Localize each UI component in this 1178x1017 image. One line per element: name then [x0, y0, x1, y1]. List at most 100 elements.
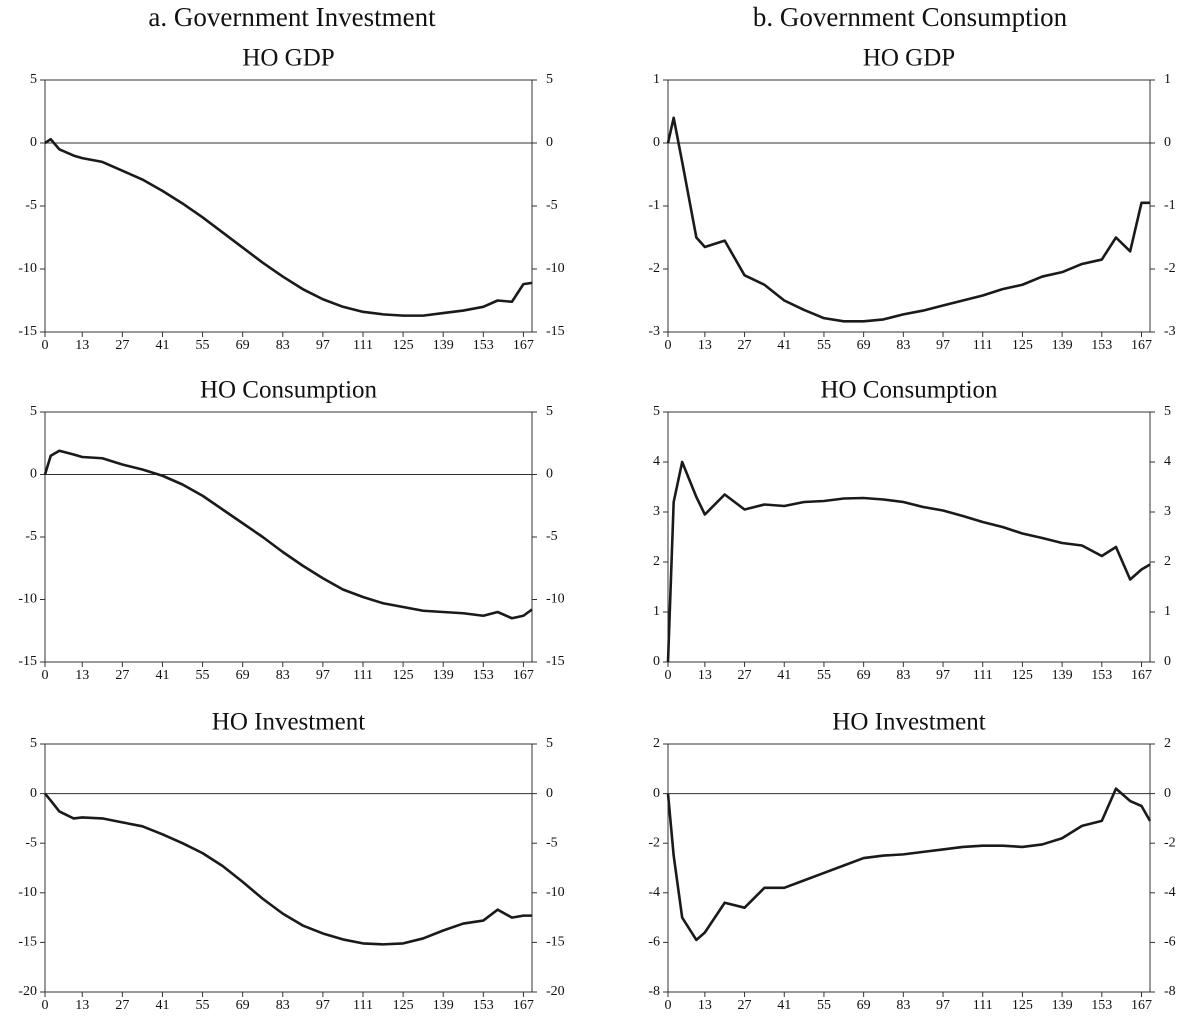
x-tick-label: 83	[276, 998, 290, 1013]
x-tick-label: 125	[1012, 998, 1033, 1013]
x-tick-label: 13	[698, 668, 712, 683]
y-tick-label: 4	[653, 454, 660, 469]
x-tick-label: 97	[936, 338, 950, 353]
plot-frame	[667, 743, 1151, 993]
y-tick-label: -1	[648, 198, 660, 213]
y-tick-label-right: 3	[1164, 504, 1171, 519]
x-tick-label: 13	[75, 998, 89, 1013]
data-line	[44, 137, 533, 317]
x-tick-label: 139	[433, 998, 454, 1013]
y-tick-label-right: -1	[1164, 198, 1176, 213]
y-tick-label: 3	[653, 504, 660, 519]
x-tick-label: 27	[738, 338, 752, 353]
panel-title: HO Investment	[212, 709, 365, 736]
x-tick-label: 69	[236, 338, 250, 353]
x-tick-label: 97	[316, 998, 330, 1013]
y-tick-label-right: 0	[1164, 786, 1171, 801]
x-tick-label: 0	[665, 668, 672, 683]
x-tick-label: 0	[665, 998, 672, 1013]
y-tick-label-right: 1	[1164, 72, 1171, 87]
y-tick-label: 1	[653, 604, 660, 619]
y-tick-label-right: -5	[546, 835, 558, 850]
y-tick-label-right: -10	[546, 885, 565, 900]
x-tick-label: 27	[115, 338, 129, 353]
y-tick-label-right: -8	[1164, 984, 1176, 999]
x-tick-label: 41	[155, 998, 169, 1013]
y-tick-label: -5	[25, 529, 37, 544]
y-tick-label: 5	[30, 72, 37, 87]
column-title: b. Government Consumption	[753, 2, 1068, 32]
x-tick-label: 27	[738, 998, 752, 1013]
x-tick-label: 83	[276, 668, 290, 683]
y-tick-label-right: 5	[1164, 404, 1171, 419]
y-tick-label-right: -2	[1164, 261, 1176, 276]
y-tick-label: -5	[25, 198, 37, 213]
x-tick-label: 111	[973, 668, 993, 683]
x-tick-label: 97	[316, 338, 330, 353]
x-tick-label: 111	[353, 668, 373, 683]
y-tick-label-right: -10	[546, 261, 565, 276]
y-tick-label-right: -20	[546, 984, 565, 999]
x-tick-label: 125	[1012, 338, 1033, 353]
y-tick-label-right: -6	[1164, 935, 1176, 950]
x-tick-label: 139	[1052, 998, 1073, 1013]
y-tick-label: -2	[648, 261, 660, 276]
plot-frame	[44, 743, 533, 993]
y-tick-label: -10	[18, 261, 37, 276]
x-tick-label: 27	[115, 668, 129, 683]
y-tick-label-right: 5	[546, 404, 553, 419]
y-tick-label: 5	[30, 404, 37, 419]
x-tick-label: 69	[236, 668, 250, 683]
x-tick-label: 69	[857, 998, 871, 1013]
x-tick-label: 97	[936, 668, 950, 683]
panel-title: HO Consumption	[200, 377, 378, 404]
x-tick-label: 55	[817, 668, 831, 683]
x-tick-label: 125	[393, 998, 414, 1013]
x-tick-label: 153	[473, 338, 494, 353]
x-tick-label: 167	[1131, 338, 1152, 353]
y-tick-label-right: 2	[1164, 554, 1171, 569]
x-tick-label: 41	[155, 668, 169, 683]
x-tick-label: 69	[236, 998, 250, 1013]
x-tick-label: 55	[817, 338, 831, 353]
x-tick-label: 69	[857, 338, 871, 353]
y-tick-label: -8	[648, 984, 660, 999]
y-tick-label: 0	[30, 135, 37, 150]
panel-title: HO Investment	[832, 709, 985, 736]
x-tick-label: 153	[473, 668, 494, 683]
y-tick-label: -5	[25, 835, 37, 850]
y-tick-label-right: -2	[1164, 835, 1176, 850]
x-tick-label: 139	[433, 668, 454, 683]
y-tick-label: -10	[18, 592, 37, 607]
x-tick-label: 13	[75, 668, 89, 683]
y-tick-label: 5	[653, 404, 660, 419]
plot-frame	[44, 79, 533, 333]
x-tick-label: 139	[1052, 338, 1073, 353]
y-tick-label-right: -3	[1164, 324, 1176, 339]
y-tick-label: -15	[18, 935, 37, 950]
x-tick-label: 111	[353, 338, 373, 353]
data-line	[666, 787, 1152, 942]
x-tick-label: 0	[42, 998, 49, 1013]
x-tick-label: 41	[777, 338, 791, 353]
x-tick-label: 13	[698, 998, 712, 1013]
panel-title: HO Consumption	[820, 377, 998, 404]
column-title: a. Government Investment	[148, 2, 436, 32]
y-tick-label-right: 0	[1164, 135, 1171, 150]
plot-frame	[667, 79, 1151, 333]
x-tick-label: 111	[973, 998, 993, 1013]
y-tick-label-right: -4	[1164, 885, 1176, 900]
y-tick-label: 2	[653, 736, 660, 751]
x-tick-label: 41	[777, 998, 791, 1013]
plot-frame	[667, 411, 1151, 663]
x-tick-label: 125	[393, 338, 414, 353]
x-tick-label: 41	[777, 668, 791, 683]
x-tick-label: 55	[817, 998, 831, 1013]
x-tick-label: 139	[433, 338, 454, 353]
data-line	[43, 449, 533, 620]
y-tick-label-right: 0	[546, 135, 553, 150]
y-tick-label: -4	[648, 885, 660, 900]
x-tick-label: 167	[513, 668, 534, 683]
x-tick-label: 41	[155, 338, 169, 353]
